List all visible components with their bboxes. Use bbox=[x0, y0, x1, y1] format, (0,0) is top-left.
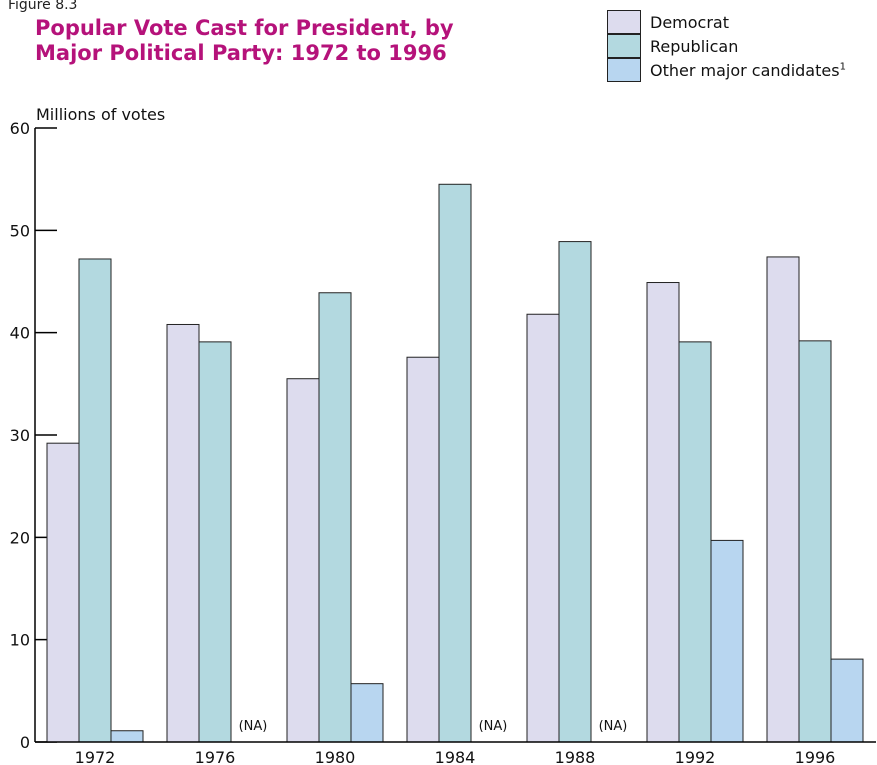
bar-republican-1972 bbox=[78, 258, 112, 743]
bar-other-1980 bbox=[350, 683, 384, 743]
title-line-1: Popular Vote Cast for President, by bbox=[35, 16, 454, 40]
legend-footnote-marker: 1 bbox=[839, 61, 846, 73]
y-tick-label-50: 50 bbox=[10, 221, 30, 240]
bar-other-1972 bbox=[110, 730, 144, 743]
bar-other-1992 bbox=[710, 539, 744, 743]
bar-republican-1996 bbox=[798, 340, 832, 743]
legend-swatch-democrat bbox=[607, 10, 641, 34]
bar-democrat-1972 bbox=[46, 442, 80, 743]
bar-republican-1980 bbox=[318, 292, 352, 743]
y-tick-label-60: 60 bbox=[10, 119, 30, 138]
y-tick-label-20: 20 bbox=[10, 528, 30, 547]
legend-label-republican: Republican bbox=[650, 37, 739, 56]
bar-republican-1984 bbox=[438, 183, 472, 743]
bar-republican-1988 bbox=[558, 241, 592, 743]
chart-title: Popular Vote Cast for President, by Majo… bbox=[35, 16, 454, 66]
y-tick-label-10: 10 bbox=[10, 631, 30, 650]
na-label-1984: (NA) bbox=[479, 719, 508, 734]
bar-democrat-1992 bbox=[646, 282, 680, 743]
x-tick-label-1984: 1984 bbox=[435, 748, 476, 765]
bar-republican-1992 bbox=[678, 341, 712, 743]
bar-democrat-1980 bbox=[286, 378, 320, 743]
bar-other-1996 bbox=[830, 658, 864, 743]
y-tick-label-30: 30 bbox=[10, 426, 30, 445]
legend-swatch-republican bbox=[607, 34, 641, 58]
bar-republican-1976 bbox=[198, 341, 232, 743]
x-tick-label-1996: 1996 bbox=[795, 748, 836, 765]
legend-label-other-text: Other major candidates bbox=[650, 61, 840, 80]
x-tick-label-1976: 1976 bbox=[195, 748, 236, 765]
x-tick-label-1992: 1992 bbox=[675, 748, 716, 765]
bar-democrat-1996 bbox=[766, 256, 800, 743]
title-line-2: Major Political Party: 1972 to 1996 bbox=[35, 41, 447, 65]
y-tick-label-40: 40 bbox=[10, 324, 30, 343]
y-axis-label: Millions of votes bbox=[36, 105, 166, 124]
bar-democrat-1976 bbox=[166, 323, 200, 743]
x-tick-label-1988: 1988 bbox=[555, 748, 596, 765]
bar-democrat-1988 bbox=[526, 313, 560, 743]
bar-democrat-1984 bbox=[406, 356, 440, 743]
figure-label: Figure 8.3 bbox=[8, 0, 78, 13]
legend-label-democrat: Democrat bbox=[650, 13, 729, 32]
x-tick-label-1972: 1972 bbox=[75, 748, 116, 765]
legend-swatch-other bbox=[607, 58, 641, 82]
y-tick-label-0: 0 bbox=[20, 733, 30, 752]
legend-label-other: Other major candidates1 bbox=[650, 61, 846, 80]
x-tick-label-1980: 1980 bbox=[315, 748, 356, 765]
na-label-1988: (NA) bbox=[599, 719, 628, 734]
na-label-1976: (NA) bbox=[239, 719, 268, 734]
